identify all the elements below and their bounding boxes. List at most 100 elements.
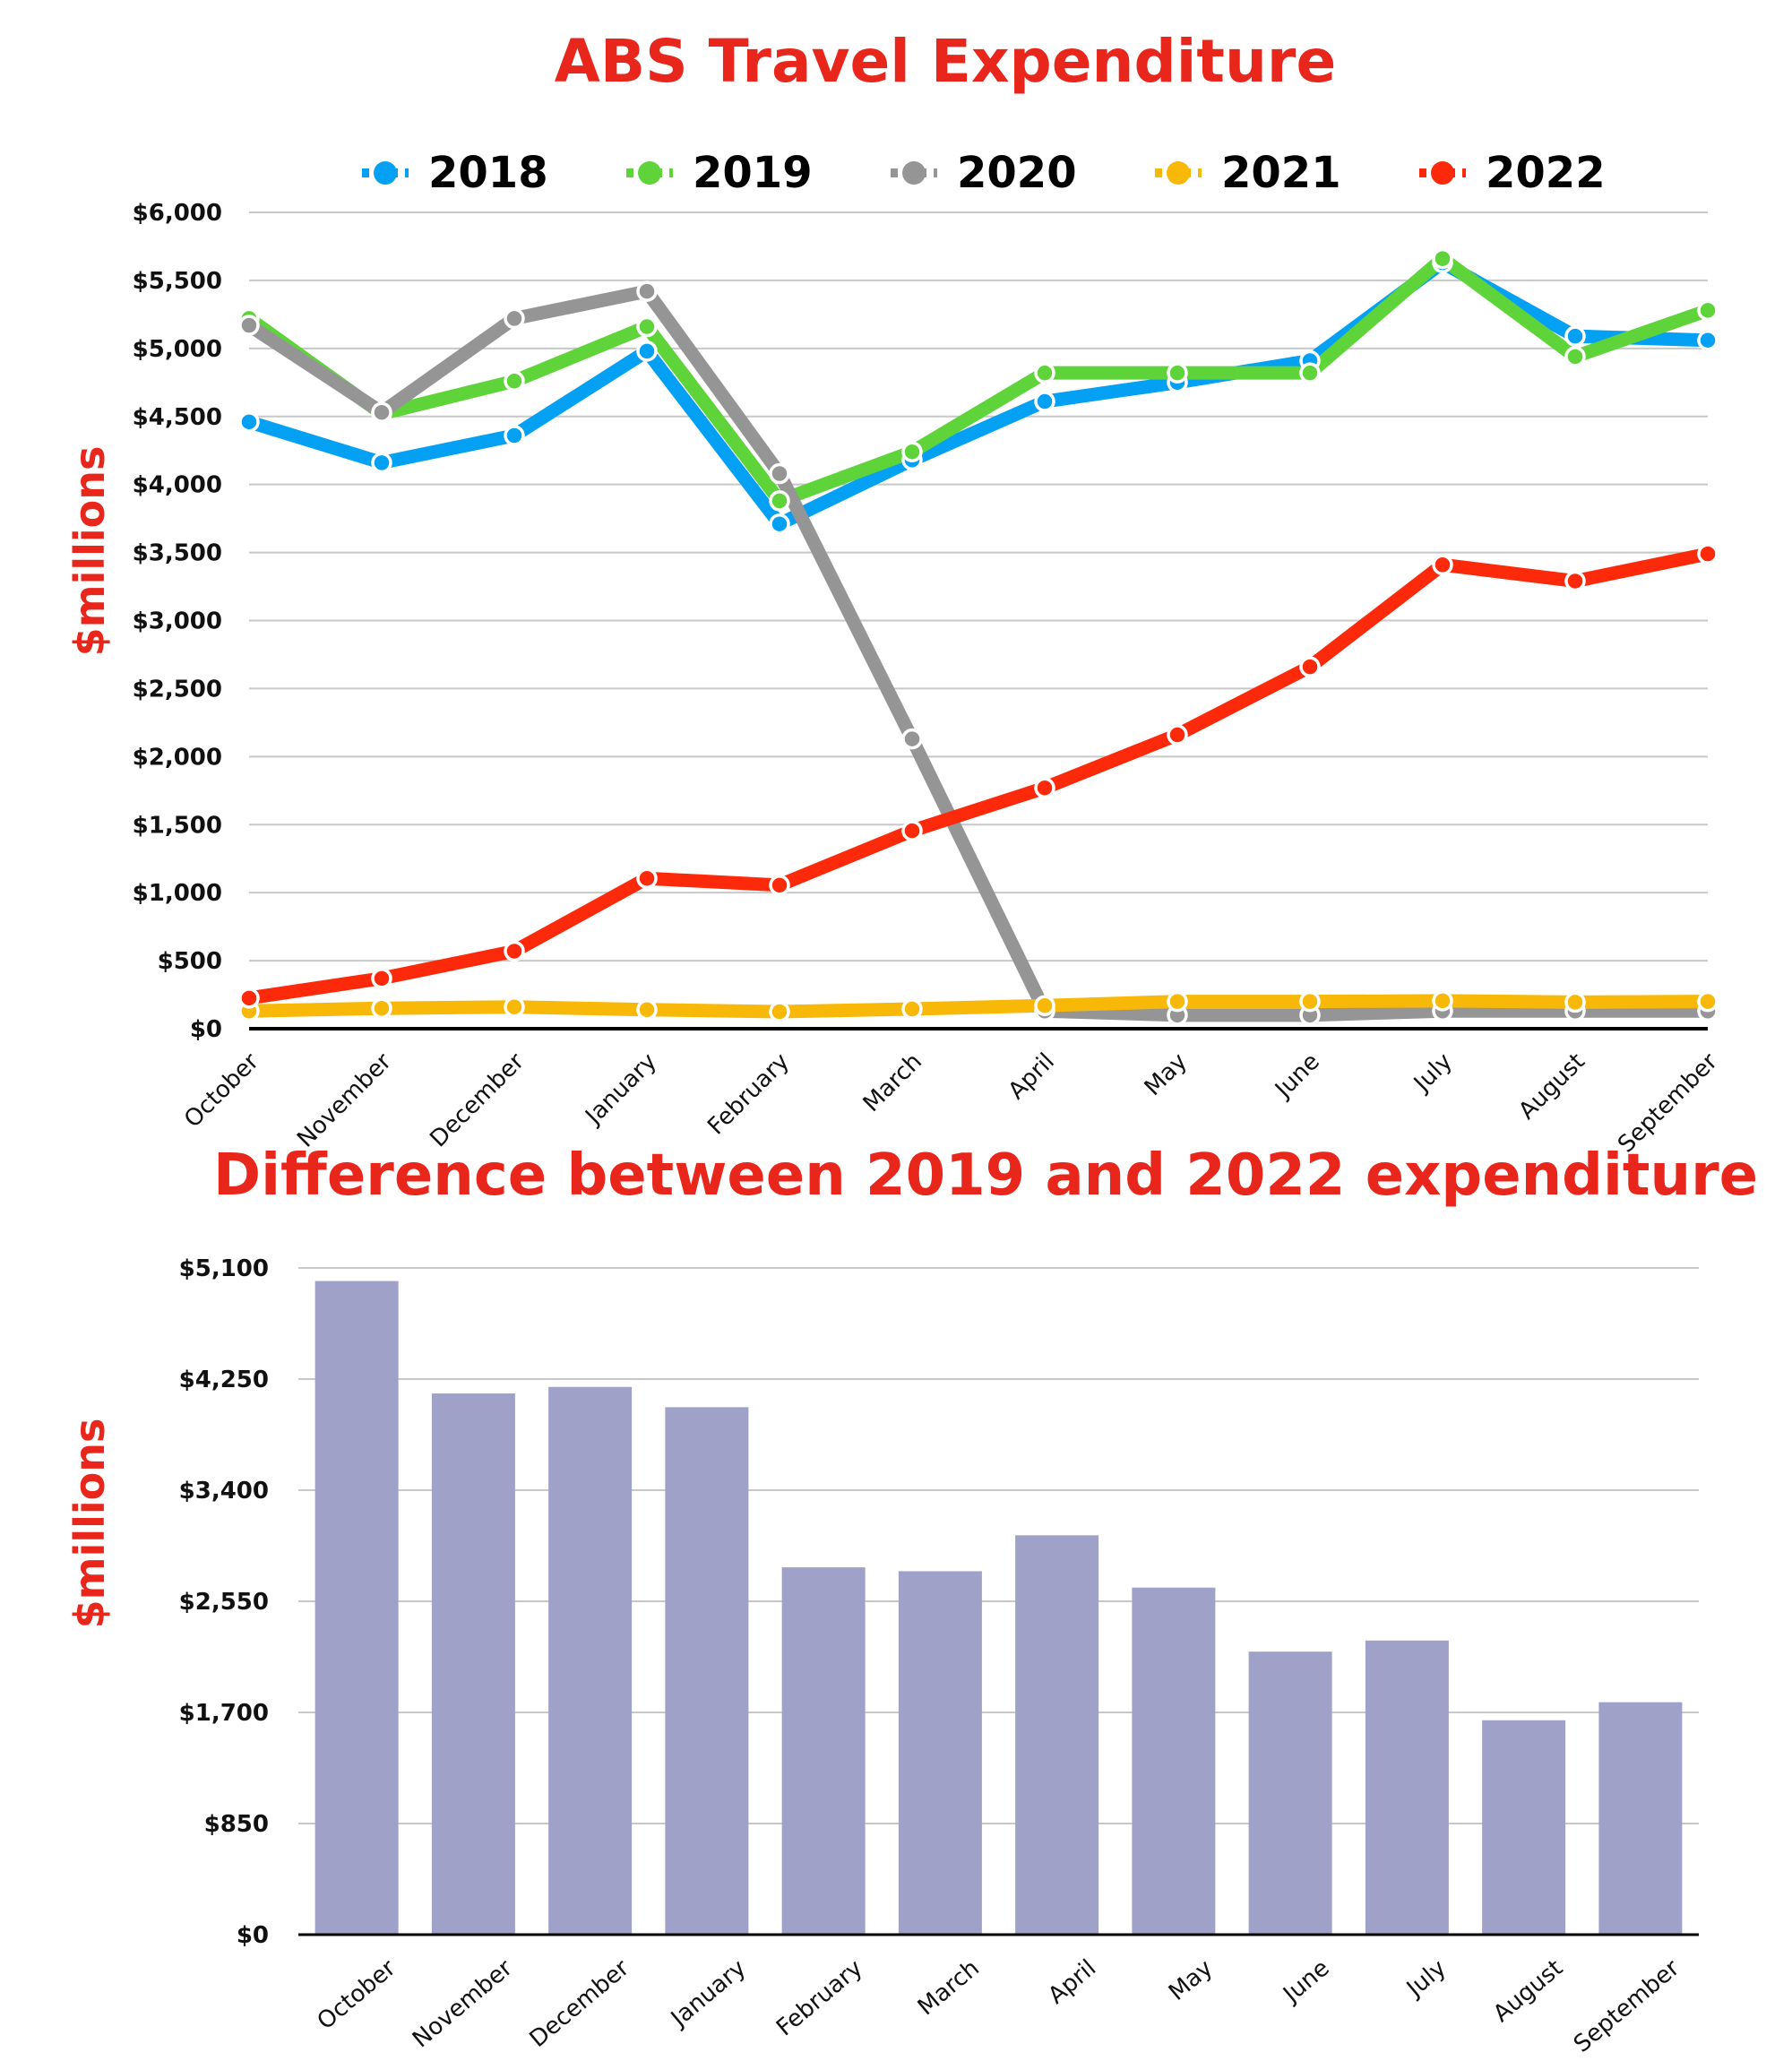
y-tick-label: $4,250: [179, 1367, 269, 1393]
y-tick-label: $3,400: [179, 1478, 269, 1505]
data-point-2022: [1432, 554, 1453, 575]
legend-label-2018: 2018: [428, 148, 548, 198]
bar-april: [1015, 1535, 1099, 1935]
data-point-2021: [901, 998, 923, 1020]
x-tick-label: May: [1140, 1048, 1193, 1101]
y-tick-label: $0: [190, 1016, 222, 1043]
data-point-2018: [504, 425, 525, 446]
line-chart-legend: 2018 2019 2020 2021 2022: [358, 148, 1680, 198]
bar-chart-title: Difference between 2019 and 2022 expendi…: [212, 1143, 1759, 1209]
x-tick-label: February: [702, 1048, 795, 1141]
x-tick-label: March: [913, 1954, 985, 2021]
bar-chart-plot: $0 $850 $1,700 $2,550 $3,400 $4,250 $5,100 Octo…: [179, 1255, 1699, 2058]
data-point-2019: [901, 441, 923, 462]
x-tick-label: October: [179, 1048, 264, 1134]
data-point-2022: [504, 940, 525, 962]
y-tick-label: $850: [204, 1811, 269, 1838]
series-line-2019: [242, 252, 1715, 508]
data-point-2018: [1564, 325, 1586, 347]
data-point-2018: [1034, 391, 1055, 412]
data-point-2021: [769, 1001, 790, 1022]
legend-label-2020: 2020: [957, 148, 1077, 198]
bar-september: [1598, 1702, 1683, 1935]
legend-item-2018[interactable]: 2018: [358, 148, 623, 198]
bar-july: [1365, 1640, 1449, 1935]
data-point-2020: [769, 462, 790, 485]
line-chart-title: ABS Travel Expenditure: [554, 27, 1337, 96]
data-point-2020: [901, 728, 923, 750]
data-point-2022: [901, 820, 923, 841]
data-point-2020: [238, 315, 260, 336]
bar-january: [665, 1407, 749, 1935]
legend-marker-2022-icon: [1419, 161, 1466, 185]
x-tick-label: September: [1613, 1048, 1723, 1159]
legend-item-2022[interactable]: 2022: [1416, 148, 1680, 198]
x-tick-label: June: [1269, 1048, 1325, 1105]
data-point-2019: [1167, 362, 1188, 384]
bar-may: [1132, 1587, 1216, 1935]
data-point-2022: [238, 987, 260, 1009]
data-point-2019: [769, 490, 790, 512]
data-point-2021: [371, 997, 392, 1019]
x-tick-label: January: [665, 1954, 751, 2033]
legend-marker-2019-icon: [626, 161, 673, 185]
x-tick-label: April: [1004, 1048, 1060, 1105]
y-tick-label: $3,000: [133, 608, 222, 635]
y-tick-label: $2,500: [133, 676, 222, 703]
series-line-2020: [242, 284, 1715, 1022]
x-tick-label: November: [408, 1954, 518, 2053]
x-tick-label: August: [1513, 1048, 1590, 1125]
legend-item-2021[interactable]: 2021: [1151, 148, 1416, 198]
x-tick-label: August: [1488, 1954, 1568, 2027]
x-tick-label: May: [1164, 1954, 1218, 2006]
legend-marker-2021-icon: [1155, 161, 1202, 185]
data-point-2018: [636, 341, 658, 362]
data-point-2020: [371, 401, 392, 423]
legend-item-2020[interactable]: 2020: [887, 148, 1151, 198]
x-tick-label: February: [771, 1954, 868, 2041]
data-point-2022: [371, 968, 392, 989]
y-tick-label: $1,700: [179, 1700, 269, 1727]
data-point-2020: [636, 280, 658, 302]
data-point-2019: [1432, 247, 1453, 270]
data-point-2021: [1299, 990, 1321, 1013]
y-tick-label: $2,000: [133, 744, 222, 771]
data-point-2018: [238, 411, 260, 433]
y-tick-label: $6,000: [133, 200, 222, 227]
data-point-2021: [504, 996, 525, 1018]
data-point-2022: [769, 875, 790, 896]
legend-item-2019[interactable]: 2019: [623, 148, 887, 198]
x-tick-label: January: [580, 1048, 662, 1131]
x-tick-label: November: [292, 1048, 397, 1153]
bar-june: [1248, 1651, 1332, 1935]
y-tick-label: $3,500: [133, 540, 222, 567]
series-line-2022: [242, 547, 1715, 1005]
y-tick-label: $1,000: [133, 880, 222, 907]
data-point-2022: [1167, 724, 1188, 746]
bar-november: [431, 1393, 515, 1935]
y-tick-label: $1,500: [133, 812, 222, 839]
y-tick-label: $2,550: [179, 1589, 269, 1616]
data-point-2022: [1697, 543, 1719, 565]
y-tick-label: $0: [237, 1922, 269, 1949]
x-tick-label: July: [1400, 1954, 1452, 2003]
legend-label-2019: 2019: [693, 148, 813, 198]
line-chart-plot: $0 $500 $1,000 $1,500 $2,000 $2,500 $3,000 $3,5…: [133, 200, 1724, 1159]
data-point-2019: [1564, 346, 1586, 367]
data-point-2019: [504, 370, 525, 392]
legend-marker-2018-icon: [362, 161, 409, 185]
bar-october: [314, 1281, 399, 1935]
y-tick-label: $5,500: [133, 268, 222, 295]
data-point-2022: [636, 867, 658, 889]
legend-label-2021: 2021: [1221, 148, 1341, 198]
x-tick-label: July: [1408, 1048, 1458, 1099]
x-tick-label: September: [1569, 1954, 1685, 2058]
bar-march: [898, 1571, 982, 1935]
data-point-2018: [769, 513, 790, 535]
data-point-2021: [1167, 990, 1188, 1013]
data-point-2021: [1697, 990, 1719, 1013]
x-tick-label: June: [1277, 1954, 1334, 2009]
data-point-2022: [1034, 777, 1055, 799]
bar-december: [548, 1386, 633, 1935]
data-point-2019: [636, 315, 658, 338]
